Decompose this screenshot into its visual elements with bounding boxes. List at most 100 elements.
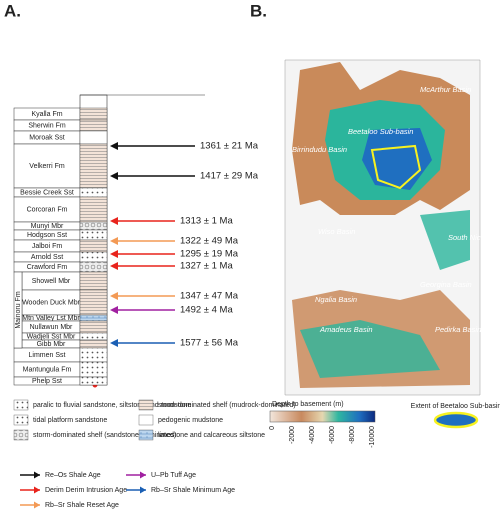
lithology — [79, 130, 108, 145]
formation-box — [13, 196, 81, 223]
lithology — [79, 229, 108, 241]
legend-swatch — [13, 414, 29, 426]
formation-label: Corcoran Fm — [27, 206, 68, 213]
age-label: 1347 ± 47 Ma — [180, 291, 239, 302]
map-label: South Nicholson Basin — [448, 233, 500, 242]
lithology — [79, 107, 108, 121]
colorbar-tick: 0 — [269, 426, 276, 430]
colorbar-tick: -4000 — [309, 426, 316, 444]
map-label: Ngalia Basin — [315, 295, 357, 304]
legend-arrowhead — [140, 471, 146, 479]
lithology — [79, 119, 108, 132]
map — [284, 59, 481, 396]
lithology — [79, 143, 108, 189]
formation-box — [21, 289, 81, 316]
formation-label: Arnold Sst — [31, 254, 63, 261]
map-label: Birrindudu Basin — [292, 145, 347, 154]
formation-label: Phelp Sst — [32, 378, 62, 385]
legend-swatch — [138, 429, 154, 441]
lithology — [79, 251, 108, 263]
arrowhead — [110, 262, 118, 270]
colorbar — [269, 410, 376, 423]
lithology — [79, 314, 108, 322]
formation-label: Crawford Fm — [27, 264, 68, 271]
extent-label: Extent of Beetaloo Sub-basin — [411, 403, 500, 410]
legend-label: Re–Os Shale Age — [45, 472, 101, 479]
colorbar-tick: -8000 — [349, 426, 356, 444]
formation-label: Mantungula Fm — [23, 366, 72, 373]
map-label: Amadeus Basin — [319, 325, 373, 334]
arrowhead — [110, 306, 118, 314]
map-label: McArthur Basin — [420, 85, 471, 94]
panel-label: B. — [250, 1, 267, 20]
formation-label: Mtn Valley Lst Mbr — [22, 315, 80, 322]
legend-arrowhead — [34, 471, 40, 479]
formation-label: Velkerri Fm — [29, 163, 65, 170]
legend-label: storm-dominated shelf (sandstone-dominat… — [33, 432, 176, 439]
lithology — [79, 361, 108, 378]
arrowhead — [110, 142, 118, 150]
formation-label: Moroak Sst — [29, 134, 64, 141]
formation-label: Munyi Mbr — [31, 223, 64, 230]
legend-arrowhead — [140, 486, 146, 494]
lithology — [79, 332, 108, 341]
panel-label: A. — [4, 1, 21, 20]
lithology — [79, 376, 108, 386]
legend-label: Rb–Sr Shale Reset Age — [45, 502, 119, 509]
lithology — [79, 339, 108, 349]
legend-label: pedogenic mudstone — [158, 417, 223, 424]
formation-label: Nullawun Mbr — [30, 324, 73, 331]
arrowhead — [110, 250, 118, 258]
formation-label: Gibb Mbr — [37, 341, 66, 348]
lithology — [79, 239, 108, 253]
legend-swatch — [138, 399, 154, 411]
colorbar-title: Depth to basement (m) — [272, 401, 344, 408]
formation-label: Wadjeli Sst Mbr — [27, 333, 76, 340]
arrowhead — [110, 292, 118, 300]
colorbar-tick: -10000 — [369, 426, 376, 448]
arrowhead — [110, 217, 118, 225]
age-label: 1313 ± 1 Ma — [180, 216, 233, 227]
legend-label: storm-dominated shelf (mudrock-dominated… — [158, 402, 296, 409]
age-label: 1327 ± 1 Ma — [180, 261, 233, 272]
colorbar-tick: -6000 — [329, 426, 336, 444]
map-label: Pedirka Basin — [435, 325, 481, 334]
lithology — [79, 289, 108, 316]
legend-label: U–Pb Tuff Age — [151, 472, 196, 479]
legend-arrowhead — [34, 501, 40, 509]
age-label: 1322 ± 49 Ma — [180, 236, 239, 247]
map-label: Beetaloo Sub-basin — [348, 127, 413, 136]
age-label: 1492 ± 4 Ma — [180, 305, 233, 316]
legend-label: paralic to fluvial sandstone, siltstone … — [33, 402, 191, 409]
lithology — [79, 261, 108, 273]
map-label: Wiso Basin — [318, 227, 355, 236]
lithology — [79, 271, 108, 291]
formation-label: Kyalla Fm — [31, 111, 62, 118]
age-label: 1361 ± 21 Ma — [200, 141, 259, 152]
lithology — [79, 320, 108, 334]
arrowhead — [110, 339, 118, 347]
formation-label: Bessie Creek Sst — [20, 189, 74, 196]
legend-swatch — [13, 399, 29, 411]
colorbar-tick: -2000 — [289, 426, 296, 444]
formation-label: Showell Mbr — [32, 278, 71, 285]
extent-symbol — [433, 411, 479, 429]
lithology — [79, 221, 108, 231]
group-box — [13, 271, 23, 349]
map-label: Georgina Basin — [420, 280, 472, 289]
formation-label: Jalboi Fm — [32, 243, 63, 250]
legend-label: Rb–Sr Shale Minimum Age — [151, 487, 235, 494]
lithology — [79, 187, 108, 198]
formation-label: Hodgson Sst — [27, 232, 67, 239]
group-label: Mainoru Fm — [15, 291, 22, 329]
formation-label: Wooden Duck Mbr — [22, 299, 81, 306]
arrowhead — [110, 172, 118, 180]
legend-label: tidal platform sandstone — [33, 417, 107, 424]
legend-swatch — [138, 414, 154, 426]
age-label: 1417 ± 29 Ma — [200, 171, 259, 182]
lithology — [79, 196, 108, 223]
age-label: 1577 ± 56 Ma — [180, 338, 239, 349]
arrowhead — [110, 237, 118, 245]
